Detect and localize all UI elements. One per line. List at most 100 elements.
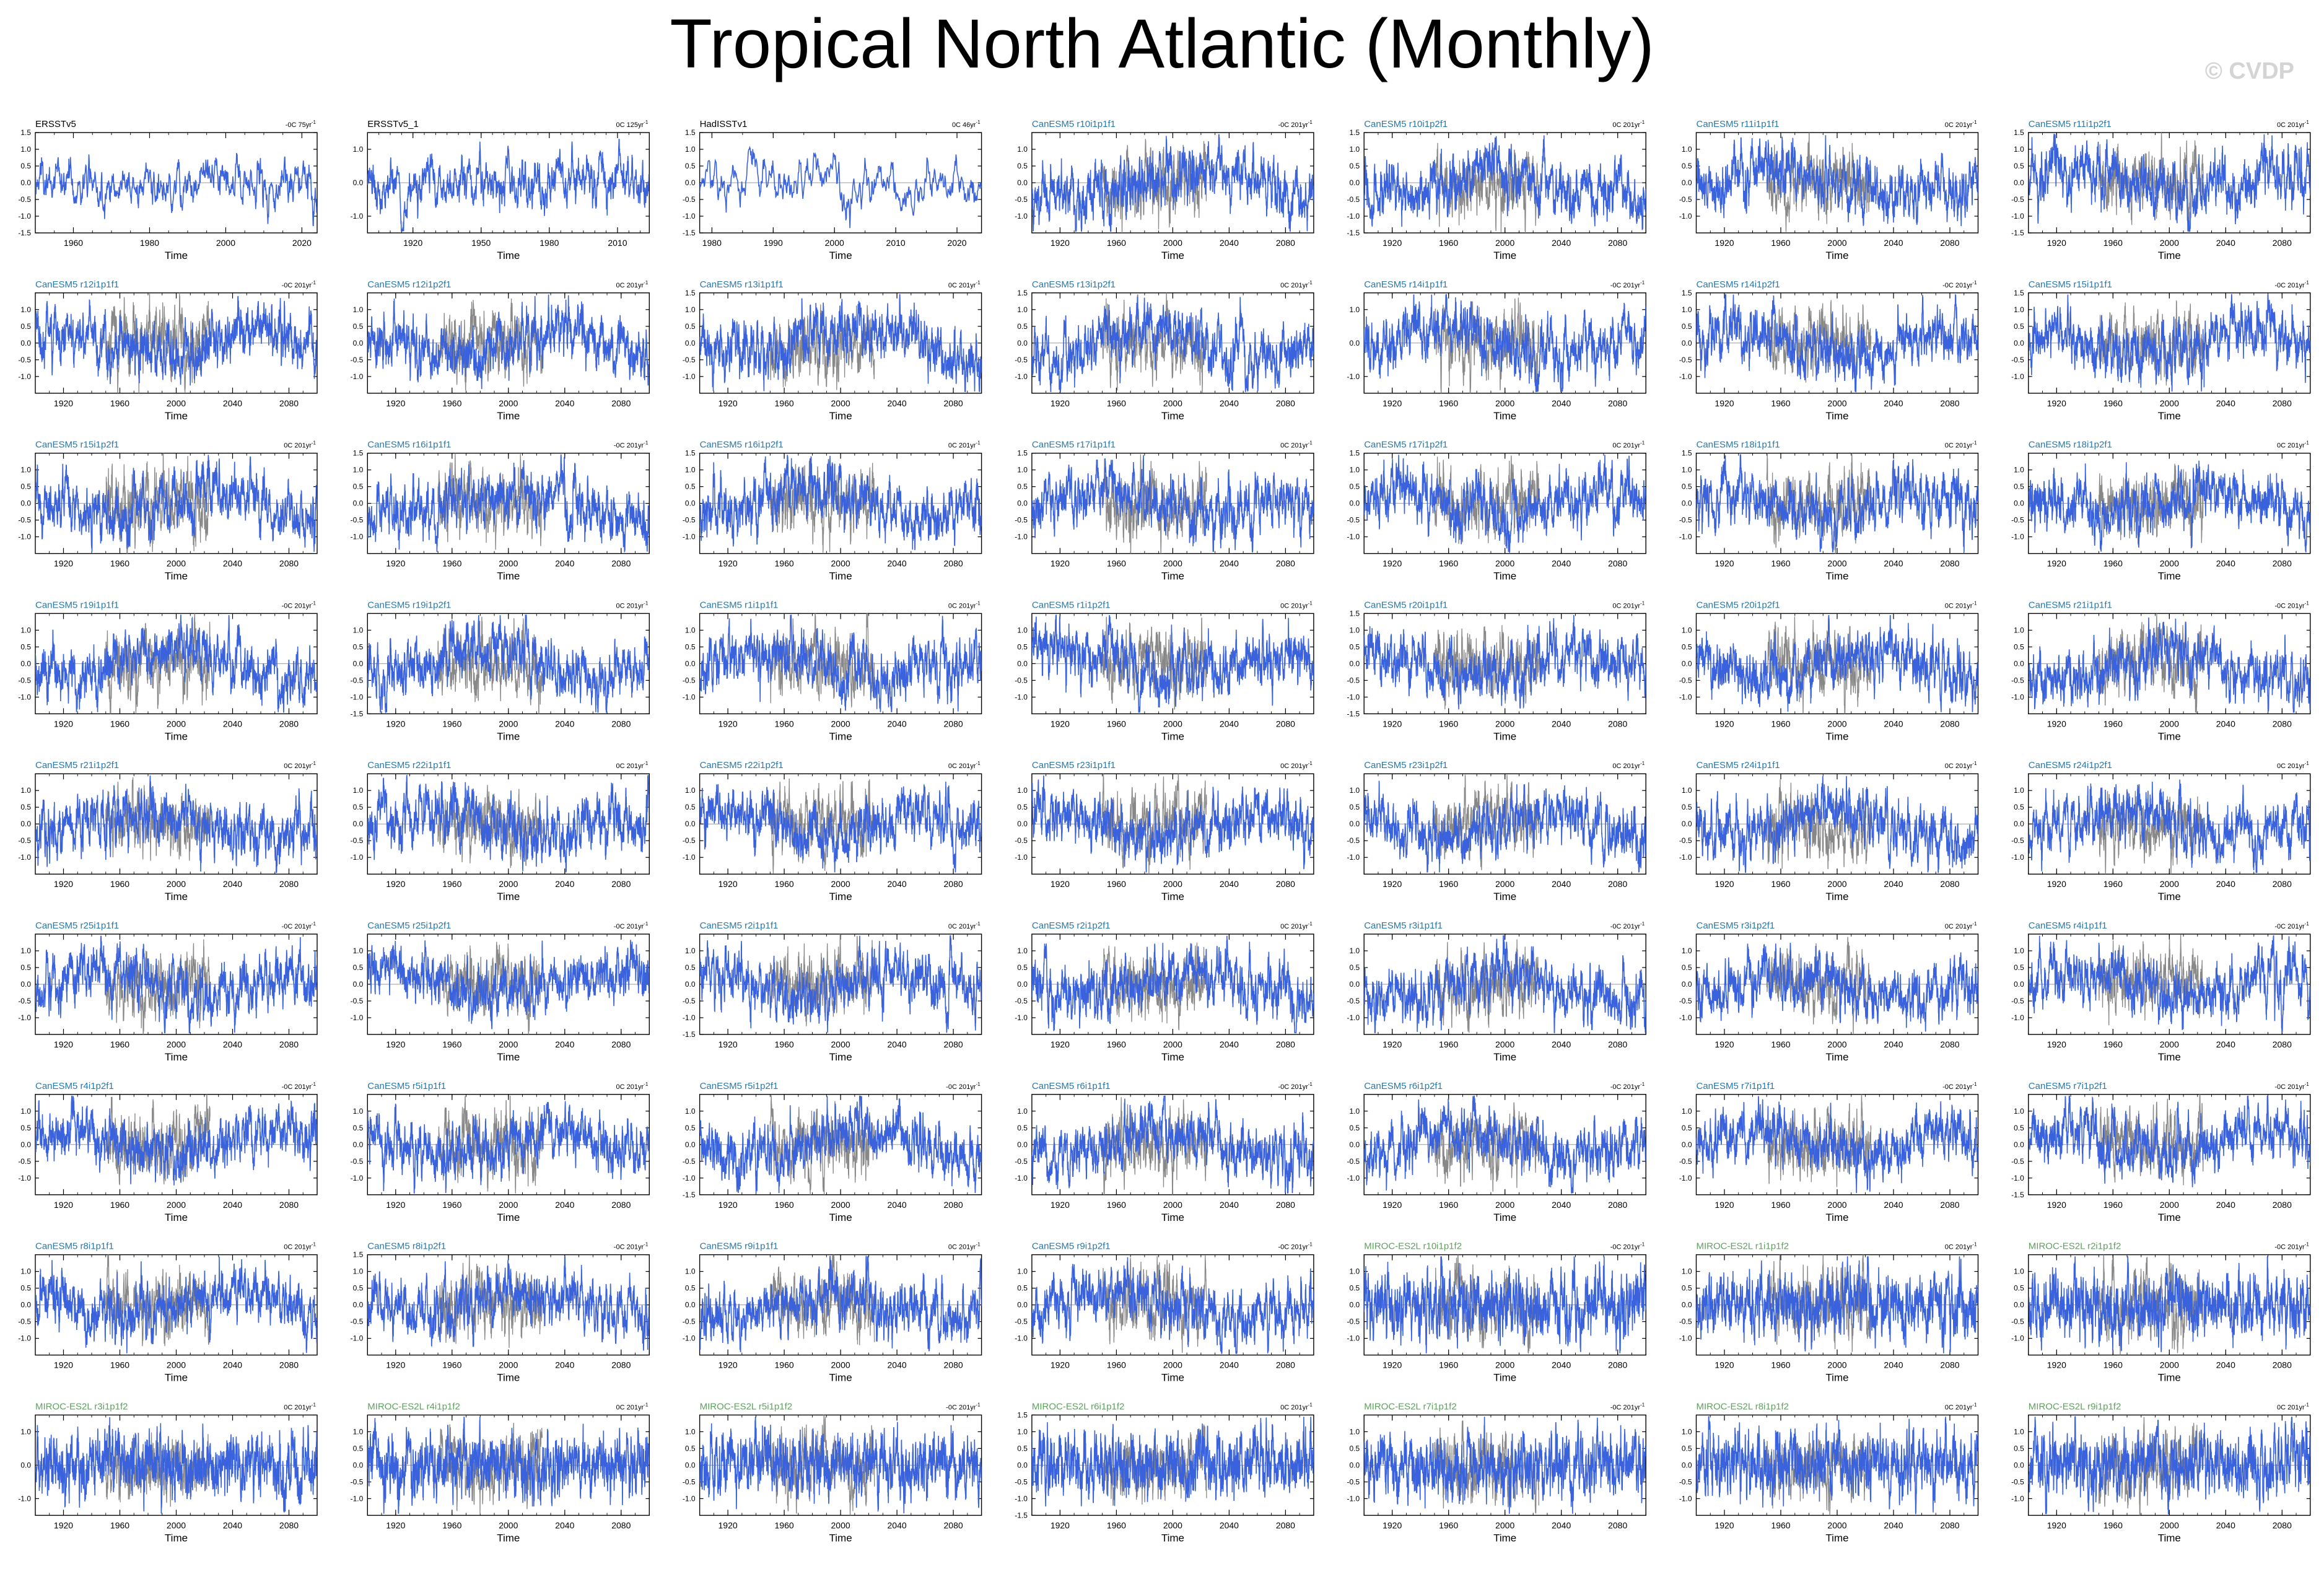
panel-22: CanESM5 r19i1p2f1 0C 201yr-1 -1.5 -1.0 -0.5 0… xyxy=(351,600,650,742)
y-tick-label: 1.0 xyxy=(685,1427,696,1436)
x-tick-label: 2000 xyxy=(1495,719,1514,728)
y-tick-label: 1.0 xyxy=(1017,1427,1028,1436)
series-line xyxy=(699,1256,982,1352)
x-tick-label: 2040 xyxy=(888,1360,907,1370)
x-tick-label: 1920 xyxy=(719,559,738,569)
x-tick-label: 1960 xyxy=(1771,559,1790,569)
panel-title: ERSSTv5 xyxy=(35,119,76,129)
y-tick-label: 0.0 xyxy=(353,1301,364,1309)
x-tick-label: 2080 xyxy=(1940,719,1959,728)
y-tick-label: 0.5 xyxy=(1017,322,1028,331)
x-tick-label: 2000 xyxy=(167,559,186,569)
x-tick-label: 1920 xyxy=(1051,1520,1070,1530)
x-tick-label: 2080 xyxy=(1608,1200,1627,1210)
panel-title: CanESM5 r13i1p1f1 xyxy=(700,279,784,290)
series-line xyxy=(699,455,982,551)
x-tick-label: 2000 xyxy=(831,1520,850,1530)
y-tick-label: 1.0 xyxy=(353,946,364,955)
y-tick-label: -0.5 xyxy=(1347,516,1360,525)
x-tick-label: 1920 xyxy=(719,1039,738,1049)
y-tick-label: 1.0 xyxy=(1682,305,1692,314)
y-tick-label: -1.5 xyxy=(1347,709,1360,718)
y-tick-label: -0.5 xyxy=(2011,1318,2024,1326)
x-tick-label: 2000 xyxy=(1495,1039,1514,1049)
reference-series-line xyxy=(1101,1255,1207,1353)
x-tick-label: 1920 xyxy=(2047,879,2066,889)
y-tick-label: -1.0 xyxy=(1679,1174,1692,1182)
x-tick-label: 1920 xyxy=(1715,879,1734,889)
y-tick-label: 1.0 xyxy=(1682,145,1692,154)
y-tick-label: 1.0 xyxy=(20,1267,31,1276)
panel-title: CanESM5 r9i1p2f1 xyxy=(1032,1241,1111,1252)
x-tick-label: 2080 xyxy=(611,719,631,728)
y-tick-label: -1.0 xyxy=(351,212,364,221)
series-line xyxy=(1364,455,1646,554)
panel-title: CanESM5 r20i1p2f1 xyxy=(1697,600,1780,610)
x-tick-label: 2080 xyxy=(1608,1039,1627,1049)
y-tick-label: 0.5 xyxy=(1017,483,1028,491)
panel-trend-label: 0C 201yr-1 xyxy=(1280,600,1313,610)
y-tick-label: 0.5 xyxy=(1350,1444,1360,1453)
x-tick-label: 1920 xyxy=(1383,719,1402,728)
y-tick-label: -1.5 xyxy=(2011,229,2024,237)
y-tick-label: 0.0 xyxy=(1017,659,1028,668)
y-tick-label: 1.0 xyxy=(2014,466,2024,474)
y-tick-label: 1.5 xyxy=(1017,1410,1028,1419)
panel-title: MIROC-ES2L r4i1p1f2 xyxy=(367,1401,460,1412)
panel-47: CanESM5 r7i1p1f1 -0C 201yr-1 -1.0 -0.5 0.0 0.… xyxy=(1679,1081,1979,1223)
y-tick-label: 0.0 xyxy=(2014,659,2024,668)
x-tick-label: 2080 xyxy=(279,719,299,728)
panel-title: ERSSTv5_1 xyxy=(367,119,419,129)
y-tick-label: 0.5 xyxy=(2014,1284,2024,1293)
y-tick-label: 1.0 xyxy=(1682,786,1692,795)
x-tick-label: 2000 xyxy=(831,1200,850,1210)
x-tick-label: 1960 xyxy=(1107,879,1126,889)
x-tick-label: 2000 xyxy=(1827,398,1846,408)
x-tick-label: 1920 xyxy=(1383,1360,1402,1370)
series-line xyxy=(2028,294,2310,392)
x-axis-label: Time xyxy=(1161,250,1184,261)
x-axis-label: Time xyxy=(1161,570,1184,582)
y-tick-label: -1.0 xyxy=(1015,693,1028,701)
y-tick-label: -1.0 xyxy=(1347,1494,1360,1503)
x-tick-label: 2040 xyxy=(1884,398,1903,408)
panel-12: CanESM5 r14i1p2f1 -0C 201yr-1 -1.0 -0.5 0.0 0… xyxy=(1679,279,1979,422)
y-tick-label: 1.0 xyxy=(1350,1267,1360,1276)
series-line xyxy=(35,152,317,227)
y-tick-label: -1.0 xyxy=(1679,533,1692,541)
y-tick-label: 0.0 xyxy=(685,499,696,508)
series-line xyxy=(1696,614,1978,712)
x-axis-label: Time xyxy=(497,1051,520,1063)
x-axis-label: Time xyxy=(1493,891,1516,903)
y-tick-label: -0.5 xyxy=(351,1318,364,1326)
y-tick-label: -1.0 xyxy=(683,1013,696,1022)
x-tick-label: 1960 xyxy=(775,1520,794,1530)
y-tick-label: -1.0 xyxy=(1347,693,1360,701)
panel-26: CanESM5 r20i1p2f1 0C 201yr-1 -1.0 -0.5 0.0 0.… xyxy=(1679,600,1979,742)
x-tick-label: 2080 xyxy=(944,719,963,728)
series-line xyxy=(1364,294,1646,392)
y-tick-label: 0.5 xyxy=(2014,322,2024,331)
y-tick-label: -0.5 xyxy=(683,836,696,845)
y-tick-label: -1.0 xyxy=(2011,1174,2024,1182)
y-tick-label: 0.0 xyxy=(1682,1461,1692,1469)
series-line xyxy=(699,781,982,873)
x-tick-label: 1960 xyxy=(1439,879,1458,889)
y-tick-label: 0.5 xyxy=(1017,1444,1028,1453)
panel-title: CanESM5 r3i1p2f1 xyxy=(1697,920,1775,931)
y-tick-label: -0.5 xyxy=(351,836,364,845)
y-tick-label: -0.5 xyxy=(18,676,31,684)
x-tick-label: 2040 xyxy=(555,559,574,569)
x-tick-label: 2000 xyxy=(1495,1520,1514,1530)
y-tick-label: 0.0 xyxy=(353,339,364,347)
y-tick-label: 1.5 xyxy=(1682,289,1692,297)
panel-trend-label: 0C 201yr-1 xyxy=(948,1242,981,1251)
y-tick-label: -1.0 xyxy=(683,693,696,701)
panel-title: MIROC-ES2L r3i1p1f2 xyxy=(35,1401,128,1412)
x-tick-label: 2040 xyxy=(2216,1360,2235,1370)
x-tick-label: 2000 xyxy=(1163,719,1182,728)
series-line xyxy=(1696,1256,1978,1353)
x-tick-label: 2080 xyxy=(944,879,963,889)
x-tick-label: 2080 xyxy=(611,559,631,569)
cvdp-watermark: © CVDP xyxy=(2204,58,2294,84)
